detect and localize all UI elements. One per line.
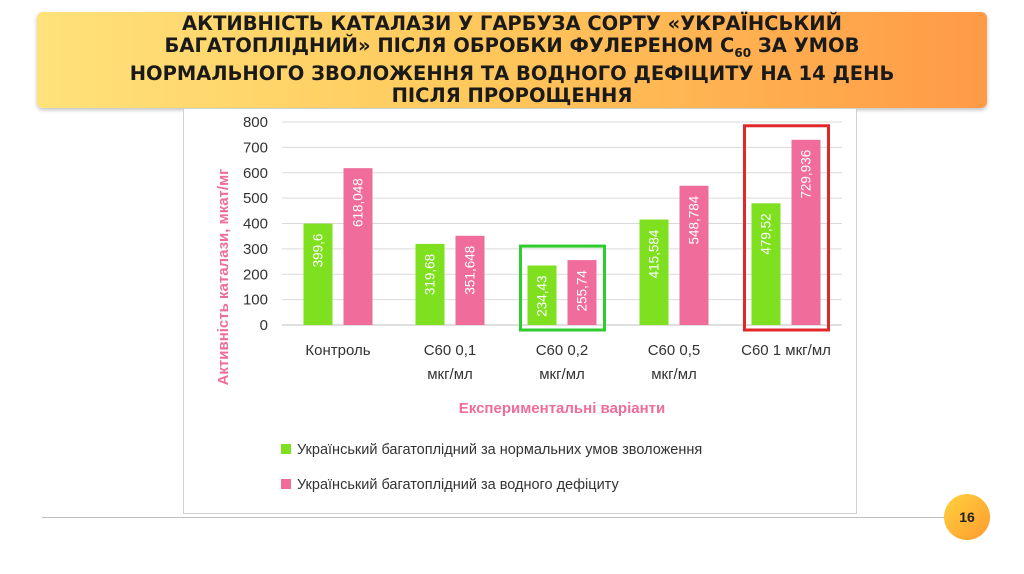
bar-value-label: 729,936: [799, 150, 814, 199]
bar: [527, 265, 557, 325]
x-category-label: С60 0,1: [424, 342, 477, 359]
bar-value-label: 255,74: [575, 270, 590, 312]
bar-value-label: 618,048: [351, 178, 366, 227]
bar: [679, 185, 709, 325]
catalase-bar-chart: 0 100 200 300 400 500 600 700 800 399,6 319,68 234,…: [215, 114, 842, 493]
x-category-label: С60 0,5: [648, 342, 701, 359]
title-line-2b: ЗА УМОВ: [751, 33, 860, 57]
bar-value-label: 479,52: [759, 213, 774, 254]
bar-value-label: 399,6: [311, 234, 326, 268]
page-number-badge: 16: [944, 494, 990, 540]
legend-swatch: [281, 479, 291, 489]
x-category-label: Контроль: [305, 342, 370, 359]
x-category-label: С60 0,2: [536, 342, 589, 359]
footer-divider: [42, 517, 982, 518]
y-tick-label: 300: [243, 241, 268, 258]
title-line-2a: БАГАТОПЛІДНИЙ» ПІСЛЯ ОБРОБКИ ФУЛЕРЕНОМ С: [164, 33, 735, 57]
highlight-box: [743, 124, 830, 332]
x-category-label: мкг/мл: [427, 366, 473, 383]
x-category-label: мкг/мл: [539, 366, 585, 383]
bar-value-label: 319,68: [423, 254, 438, 295]
bar: [639, 219, 669, 325]
y-tick-label: 500: [243, 190, 268, 207]
bar: [751, 203, 781, 325]
x-axis-title: Експериментальні варіанти: [459, 400, 665, 417]
highlight-box: [519, 244, 606, 332]
y-tick-label: 200: [243, 266, 268, 283]
title-line-2-sub: 60: [734, 45, 752, 60]
y-axis-title: Активність каталази, мкат/мг: [215, 169, 232, 386]
bar-value-label: 415,584: [647, 229, 662, 278]
legend-label: Український багатоплідний за водного деф…: [297, 477, 619, 493]
y-tick-label: 600: [243, 165, 268, 182]
title-line-1: АКТИВНІСТЬ КАТАЛАЗИ У ГАРБУЗА СОРТУ «УКР…: [182, 11, 842, 35]
title-line-3: НОРМАЛЬНОГО ЗВОЛОЖЕННЯ ТА ВОДНОГО ДЕФІЦИ…: [129, 62, 895, 86]
legend-swatch: [281, 444, 291, 454]
y-tick-label: 100: [243, 292, 268, 309]
bar: [415, 243, 445, 325]
bar-value-label: 234,43: [535, 276, 550, 317]
chart-frame: 0 100 200 300 400 500 600 700 800 399,6 319,68 234,…: [183, 108, 857, 514]
bar: [303, 223, 333, 325]
legend-label: Український багатоплідний за нормальних …: [297, 442, 702, 458]
slide-title: АКТИВНІСТЬ КАТАЛАЗИ У ГАРБУЗА СОРТУ «УКР…: [129, 11, 895, 108]
bar: [343, 168, 373, 325]
y-tick-label: 0: [260, 317, 268, 334]
bar-value-label: 351,648: [463, 246, 478, 295]
y-tick-label: 800: [243, 114, 268, 131]
y-tick-label: 700: [243, 139, 268, 156]
y-tick-label: 400: [243, 216, 268, 233]
x-category-label: С60 1 мкг/мл: [741, 342, 831, 359]
title-line-4: ПІСЛЯ ПРОРОЩЕННЯ: [391, 84, 633, 108]
bar-value-label: 548,784: [687, 195, 702, 244]
title-banner: АКТИВНІСТЬ КАТАЛАЗИ У ГАРБУЗА СОРТУ «УКР…: [37, 12, 987, 108]
x-category-label: мкг/мл: [651, 366, 697, 383]
bar: [791, 139, 821, 325]
bar: [567, 260, 597, 325]
bar: [455, 235, 485, 325]
